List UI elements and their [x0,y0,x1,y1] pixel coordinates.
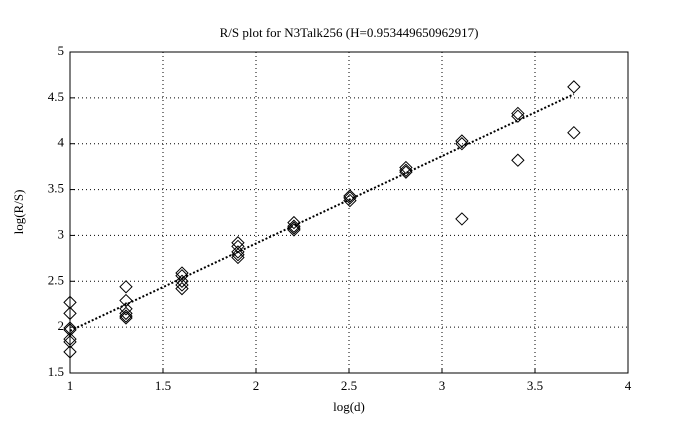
point [567,126,581,140]
point [175,274,189,288]
x-tick-label: 1 [67,378,74,393]
point [119,306,133,321]
point [399,163,413,178]
point [511,153,525,167]
point [119,293,133,308]
y-tick-label: 2 [58,318,65,333]
x-tick-label: 2.5 [341,378,357,393]
x-tick-label: 3.5 [527,378,543,393]
x-tick-label: 1.5 [155,378,171,393]
point [287,223,301,237]
point [63,321,77,335]
y-tick-label: 4.5 [48,89,64,104]
point [343,189,357,203]
x-tick-label: 2 [253,378,260,393]
chart-title: R/S plot for N3Talk256 (H=0.953449650962… [220,25,479,40]
point [287,215,301,230]
y-tick-label: 3 [58,226,65,241]
point [455,212,469,226]
point [63,306,77,321]
point [399,160,413,175]
x-tick-label: 4 [625,378,632,393]
point [175,281,189,296]
point [63,335,77,349]
point [231,245,245,259]
point [63,345,77,359]
point [455,134,469,148]
y-tick-label: 4 [58,135,65,150]
point [343,191,357,205]
point [511,109,525,123]
y-tick-label: 2.5 [48,272,64,287]
y-axis-label: log(R/S) [11,190,26,235]
y-tick-label: 1.5 [48,364,64,379]
point [63,295,77,310]
point [231,247,245,262]
point [119,302,133,316]
y-tick-label: 5 [58,43,65,58]
point [175,278,189,292]
point [343,193,357,208]
point [231,239,245,254]
point [287,219,301,233]
point [399,165,413,179]
point [511,106,525,121]
point [231,250,245,265]
fit-line [69,93,575,332]
point [119,311,133,325]
x-axis-label: log(d) [333,399,365,414]
point [63,332,77,346]
point [231,236,245,250]
point [287,221,301,235]
point [175,269,189,283]
point [567,80,581,94]
point [455,137,469,151]
x-tick-label: 3 [439,378,446,393]
point [119,309,133,323]
point [119,280,133,294]
y-tick-label: 3.5 [48,181,64,196]
